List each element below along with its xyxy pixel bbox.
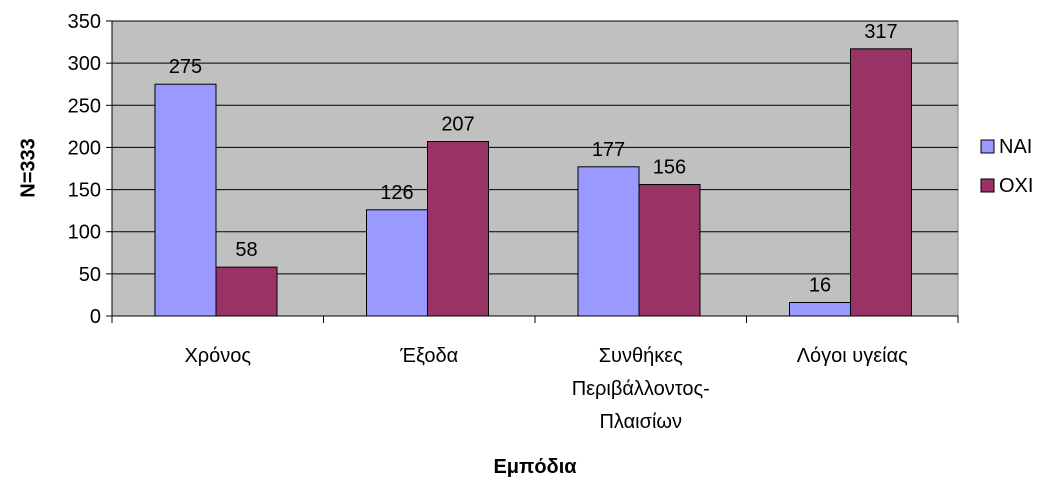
x-tick-label-line: Περιβάλλοντος- — [572, 378, 710, 400]
y-tick-label: 350 — [68, 11, 101, 33]
bar — [577, 166, 640, 317]
bar — [427, 141, 489, 317]
legend: ΝΑΙ ΟΧΙ — [980, 136, 1033, 197]
y-tick-label: 100 — [68, 222, 101, 244]
bar — [638, 184, 701, 317]
legend-swatch — [980, 139, 995, 154]
axes — [106, 20, 959, 323]
x-tick-labels: Χρόνος Έξοδα Συνθήκες Περιβάλλοντος- Πλαισίω… — [184, 345, 908, 433]
x-tick-label-line: Χρόνος — [184, 345, 251, 367]
y-axis-title: N=333 — [17, 138, 39, 198]
legend-label: ΟΧΙ — [999, 175, 1033, 197]
y-tick-label: 0 — [90, 306, 101, 328]
y-tick-label: 150 — [68, 180, 101, 202]
y-tick-label: 50 — [79, 264, 101, 286]
y-tick-label: 250 — [68, 95, 101, 117]
legend-label: ΝΑΙ — [999, 136, 1032, 158]
data-label: 126 — [380, 182, 413, 204]
y-tick-label: 200 — [68, 137, 101, 159]
x-tick-label: Χρόνος — [184, 345, 251, 367]
y-tick-label: 300 — [68, 53, 101, 75]
bar — [850, 48, 912, 317]
x-tick-label: Συνθήκες Περιβάλλοντος- Πλαισίων — [572, 345, 710, 433]
bars-group — [154, 48, 912, 317]
data-label: 156 — [653, 157, 686, 179]
data-label: 16 — [809, 275, 831, 297]
x-tick-label: Λόγοι υγείας — [797, 345, 908, 367]
bar — [154, 83, 217, 317]
data-label: 207 — [441, 114, 474, 136]
bar — [215, 266, 278, 317]
x-tick-label: Έξοδα — [399, 345, 458, 367]
data-label: 275 — [169, 56, 202, 78]
x-axis-title: Εμπόδια — [493, 456, 577, 478]
x-tick-label-line: Έξοδα — [399, 345, 458, 367]
data-label: 317 — [864, 21, 897, 43]
x-tick-label-line: Λόγοι υγείας — [797, 345, 908, 367]
legend-swatch — [980, 178, 995, 193]
bar — [789, 302, 851, 317]
data-label: 177 — [592, 139, 625, 161]
y-tick-labels: 0 50 100 150 200 250 300 350 — [68, 11, 101, 328]
bar — [366, 209, 428, 317]
x-tick-label-line: Συνθήκες — [599, 345, 683, 367]
x-tick-label-line: Πλαισίων — [599, 411, 682, 433]
data-labels: 275 126 177 16 58 207 156 317 — [169, 21, 898, 297]
data-label: 58 — [235, 239, 257, 261]
